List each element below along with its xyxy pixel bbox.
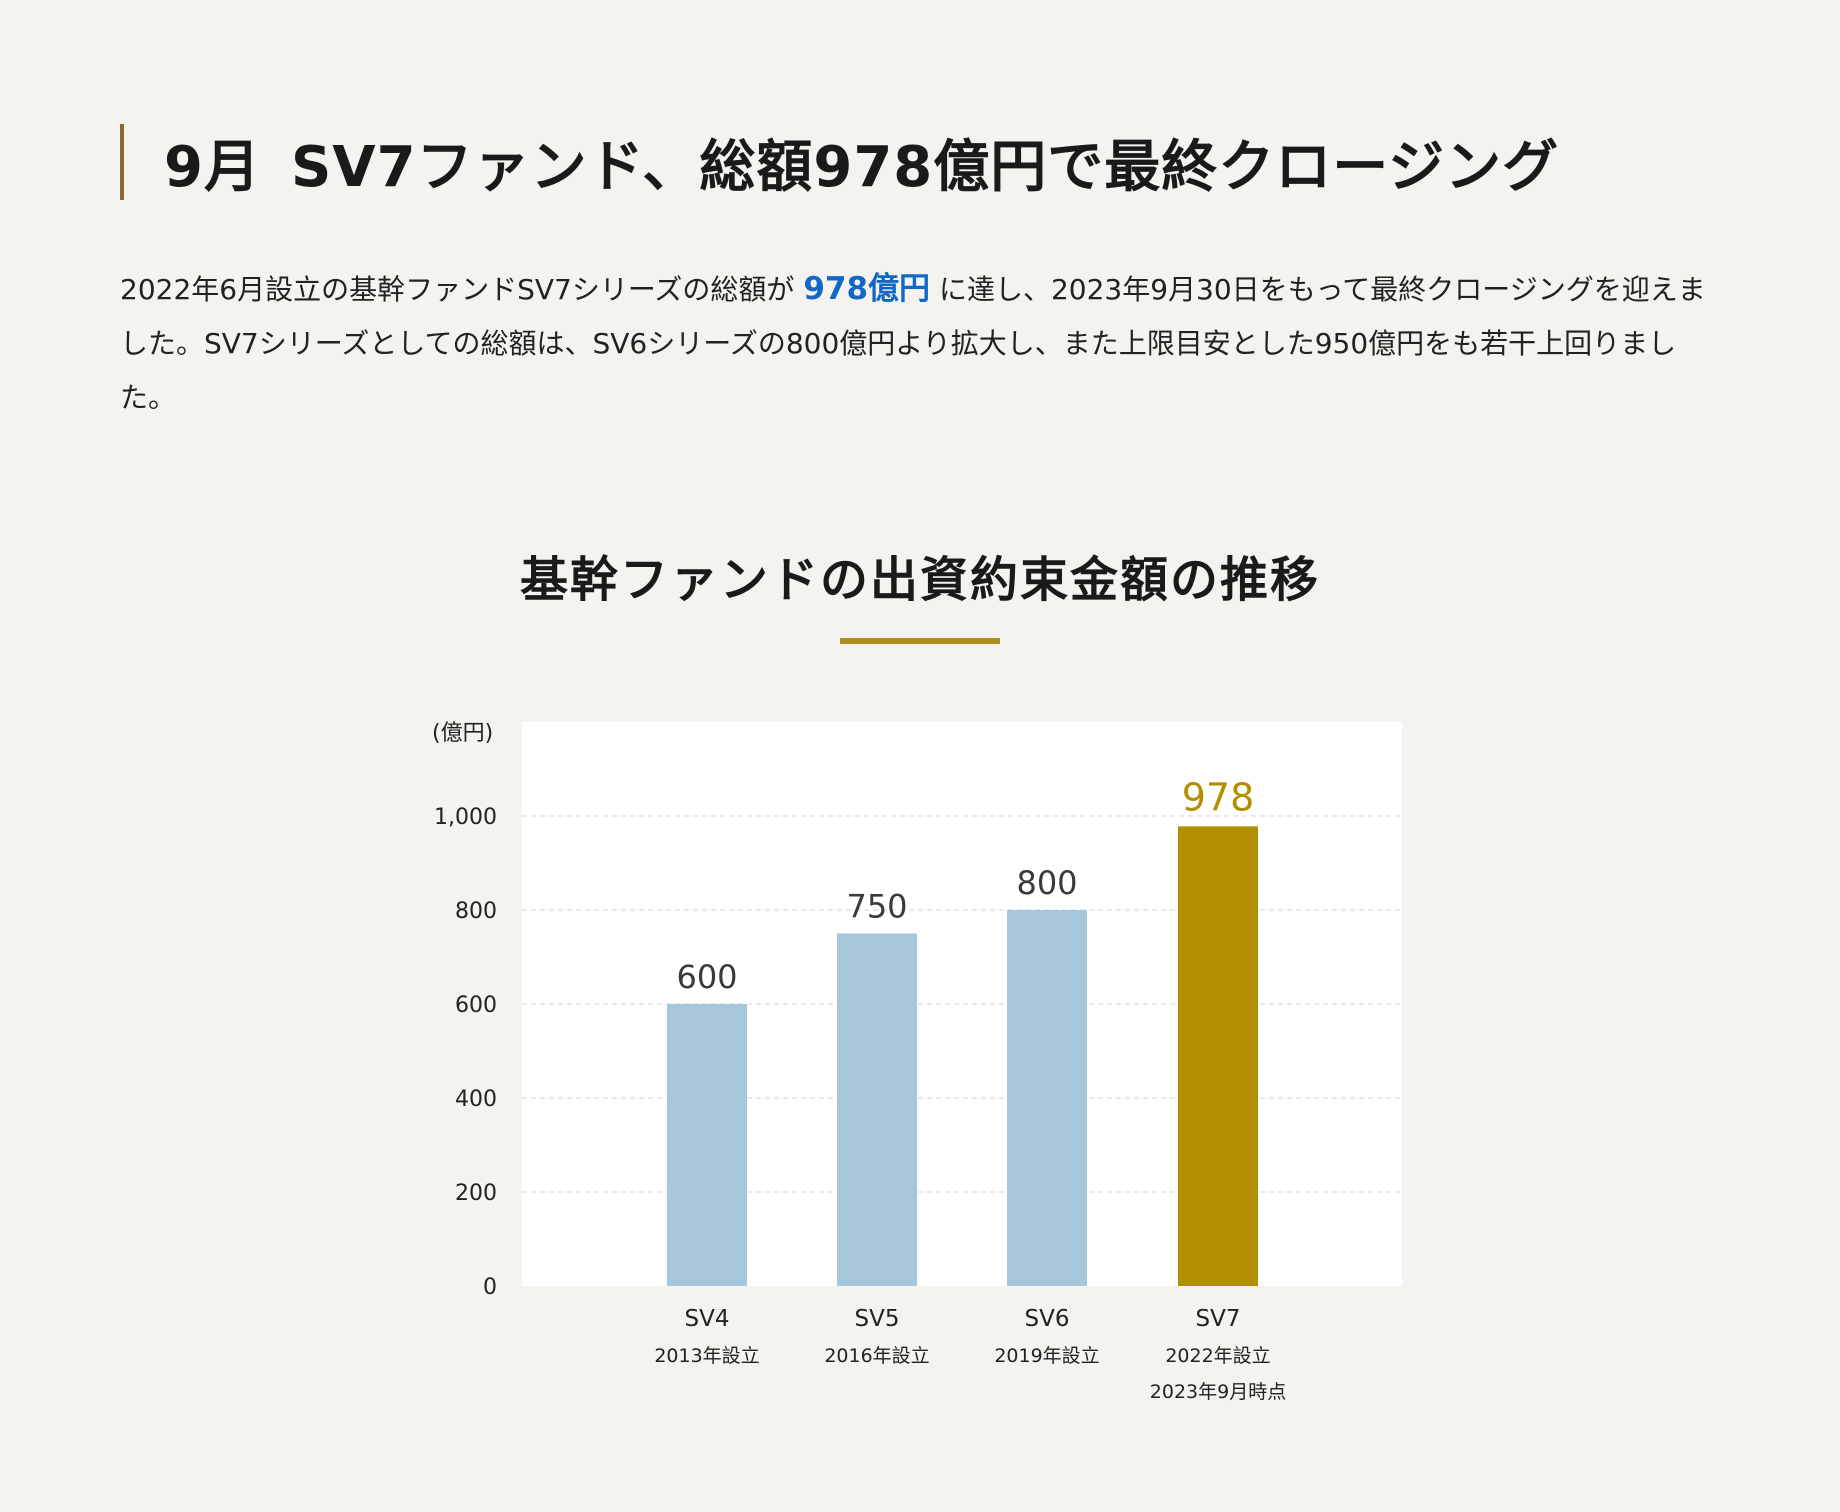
x-category-sublabel: 2019年設立: [994, 1345, 1099, 1367]
x-category-sublabel: 2016年設立: [824, 1345, 929, 1367]
intro-highlight-amount: 978億円: [803, 271, 931, 307]
chart-title: 基幹ファンドの出資約束金額の推移: [519, 552, 1320, 608]
bar-value-label: 978: [1182, 775, 1255, 819]
headline-month: 9月: [164, 134, 261, 200]
x-category-label: SV7: [1196, 1306, 1241, 1332]
intro-after: に達し、2023年9月30日をもって最終クロージングを迎えました。SV7シリーズ…: [120, 273, 1706, 414]
intro-paragraph: 2022年6月設立の基幹ファンドSV7シリーズの総額が 978億円 に達し、20…: [120, 262, 1720, 425]
y-tick-label: 800: [455, 899, 497, 924]
headline: 9月 SV7ファンド、総額978億円で最終クロージング: [120, 124, 1559, 200]
bar-value-label: 800: [1016, 864, 1077, 902]
headline-title: 9月 SV7ファンド、総額978億円で最終クロージング: [164, 122, 1559, 203]
bar-sv7: [1178, 826, 1258, 1286]
bar-sv4: [667, 1004, 747, 1286]
bar-sv5: [837, 933, 917, 1286]
bar-value-label: 600: [676, 958, 737, 996]
intro-before: 2022年6月設立の基幹ファンドSV7シリーズの総額が: [120, 273, 795, 306]
y-tick-label: 1,000: [434, 805, 497, 830]
x-axis: SV4 2013年設立 SV5 2016年設立 SV6 2019年設立 SV7 2022年設立…: [654, 1306, 1286, 1403]
x-category-label: SV6: [1025, 1306, 1070, 1332]
y-tick-label: 0: [483, 1275, 497, 1300]
bar-value-label: 750: [846, 888, 907, 926]
y-tick-label: 600: [455, 993, 497, 1018]
x-category-sublabel: 2023年9月時点: [1150, 1381, 1286, 1403]
bars: 600 750 800 978: [667, 775, 1258, 1286]
x-category-label: SV5: [855, 1306, 900, 1332]
headline-text: SV7ファンド、総額978億円で最終クロージング: [290, 134, 1560, 200]
x-category-label: SV4: [685, 1306, 730, 1332]
bar-sv6: [1007, 910, 1087, 1286]
chart-title-underline: [840, 638, 1000, 644]
y-tick-label: 400: [455, 1087, 497, 1112]
y-axis: 0 200 400 600 800 1,000: [434, 805, 497, 1300]
y-axis-unit: (億円): [432, 721, 493, 746]
y-tick-label: 200: [455, 1181, 497, 1206]
x-category-sublabel: 2013年設立: [654, 1345, 759, 1367]
x-category-sublabel: 2022年設立: [1165, 1345, 1270, 1367]
